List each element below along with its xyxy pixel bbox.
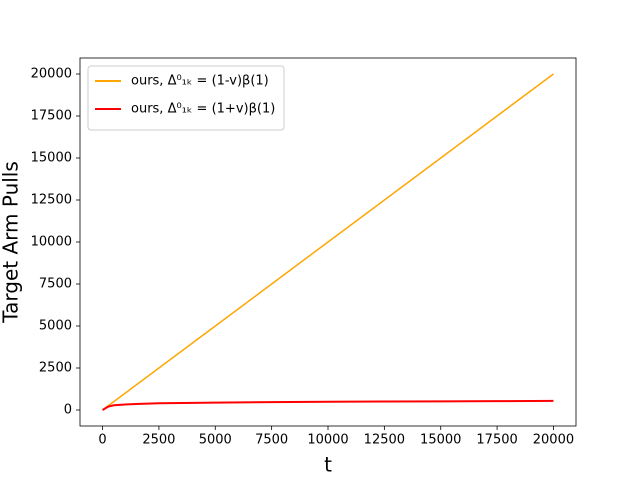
- y-tick-label: 0: [64, 403, 72, 418]
- legend-label: ours, Δ⁰₁ₖ = (1-v)β(1): [131, 74, 269, 89]
- y-tick-label: 17500: [31, 108, 72, 123]
- x-tick-label: 7500: [255, 433, 288, 448]
- data-line: [102, 399, 554, 411]
- x-tick-label: 12500: [364, 433, 405, 448]
- y-tick-label: 20000: [31, 66, 72, 81]
- y-tick-label: 10000: [31, 235, 72, 250]
- x-tick-label: 20000: [533, 433, 574, 448]
- y-tick-label: 15000: [31, 150, 72, 165]
- x-tick-label: 15000: [420, 433, 461, 448]
- y-tick-label: 2500: [39, 361, 72, 376]
- x-axis-label: t: [324, 453, 332, 477]
- x-tick-label: 5000: [199, 433, 232, 448]
- y-axis-label: Target Arm Pulls: [0, 161, 23, 324]
- y-tick-label: 7500: [39, 277, 72, 292]
- y-tick-label: 12500: [31, 192, 72, 207]
- legend-box: [87, 65, 285, 131]
- x-tick-label: 17500: [476, 433, 517, 448]
- y-tick-label: 5000: [39, 319, 72, 334]
- x-tick-label: 0: [98, 433, 106, 448]
- x-tick-label: 2500: [142, 433, 175, 448]
- legend-label: ours, Δ⁰₁ₖ = (1+v)β(1): [131, 102, 275, 117]
- plot-frame: [79, 57, 577, 427]
- data-line: [102, 73, 554, 411]
- x-tick-label: 10000: [307, 433, 348, 448]
